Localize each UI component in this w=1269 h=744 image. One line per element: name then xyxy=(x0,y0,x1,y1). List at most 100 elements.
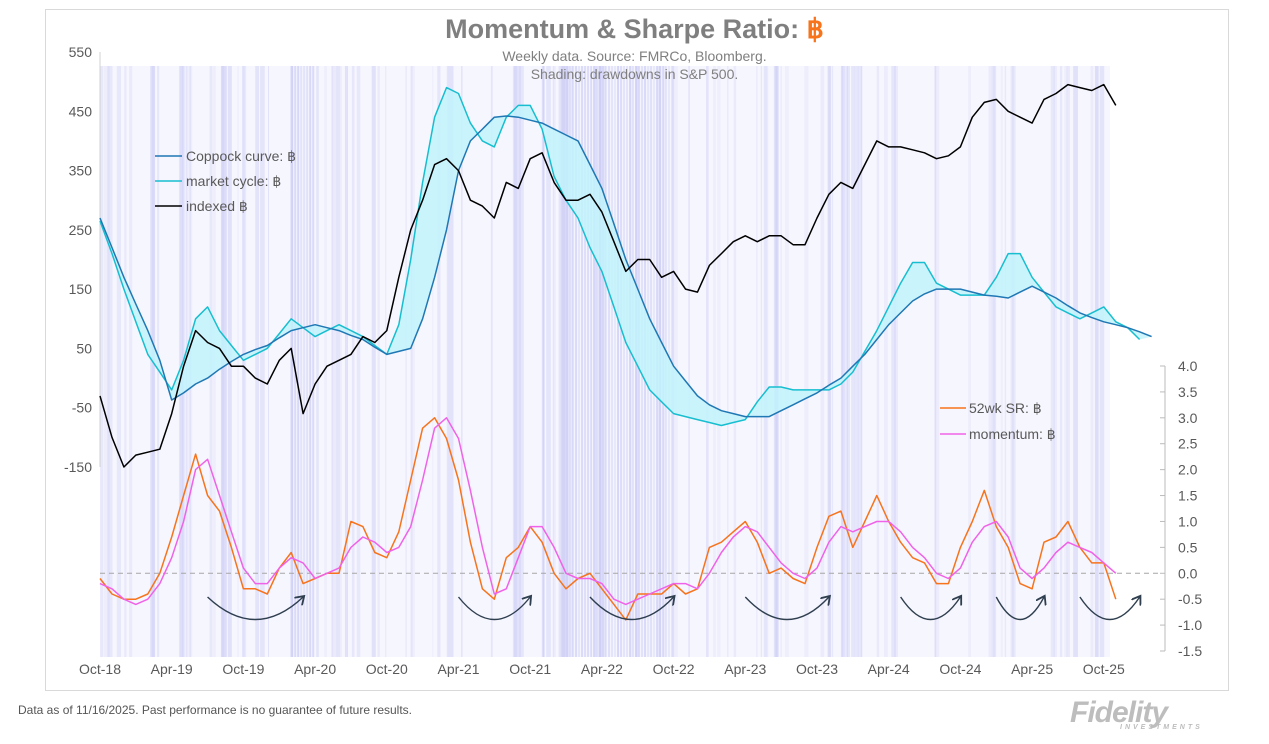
drawdown-shading xyxy=(324,66,327,657)
drawdown-shading xyxy=(828,66,831,657)
drawdown-shading xyxy=(129,66,133,657)
drawdown-shading xyxy=(410,66,413,657)
drawdown-shading xyxy=(727,66,729,657)
drawdown-shading xyxy=(512,66,516,657)
drawdown-shading xyxy=(831,66,834,657)
drawdown-shading xyxy=(773,66,779,657)
drawdown-shading xyxy=(543,66,545,657)
cycle-arrow xyxy=(457,597,531,621)
drawdown-shading xyxy=(316,66,319,657)
x-axis-tick-label: Apr-19 xyxy=(151,661,193,677)
x-axis-tick-label: Apr-25 xyxy=(1011,661,1053,677)
coppock-line xyxy=(99,115,1152,418)
x-axis-tick-label: Oct-24 xyxy=(939,661,981,677)
drawdown-shading xyxy=(599,66,603,657)
drawdown-shading xyxy=(385,66,387,657)
drawdown-shading xyxy=(107,66,110,657)
drawdown-shading xyxy=(599,66,602,657)
drawdown-shading xyxy=(337,66,342,657)
fidelity-logo: Fidelity INVESTMENTS xyxy=(1070,696,1203,731)
drawdown-shading xyxy=(590,66,593,657)
drawdown-shading xyxy=(717,66,721,657)
cycle-arrow xyxy=(1079,597,1140,621)
drawdown-shading xyxy=(309,66,312,657)
drawdown-shading xyxy=(108,66,113,657)
drawdown-shading xyxy=(552,66,556,657)
drawdown-shading xyxy=(934,66,937,657)
cycle-arrow xyxy=(207,597,304,621)
x-axis-tick-label: Oct-19 xyxy=(222,661,264,677)
drawdown-shading xyxy=(756,66,758,657)
drawdown-shading xyxy=(760,66,763,657)
sr-line xyxy=(99,417,1117,621)
drawdown-shading xyxy=(572,66,575,657)
drawdown-shading xyxy=(934,66,937,657)
drawdown-shading xyxy=(705,66,709,657)
drawdown-shading xyxy=(846,66,851,657)
drawdown-shading xyxy=(594,66,597,657)
drawdown-shading xyxy=(629,66,632,657)
drawdown-shading xyxy=(437,66,441,657)
right-axis-tick-label: -1.5 xyxy=(1178,643,1202,659)
x-axis-tick-label: Apr-23 xyxy=(724,661,766,677)
drawdown-shading xyxy=(1004,66,1007,657)
drawdown-shading xyxy=(620,66,623,657)
drawdown-shading xyxy=(541,66,545,657)
drawdown-shading xyxy=(260,66,265,657)
right-axis-tick-label: 0.0 xyxy=(1178,565,1198,581)
drawdown-shading xyxy=(306,66,309,657)
drawdown-shading xyxy=(584,66,587,657)
left-axis-tick-label: 50 xyxy=(76,340,92,356)
drawdown-shading xyxy=(377,66,380,657)
right-axis-tick-label: 0.5 xyxy=(1178,539,1198,555)
legend-label: momentum: ฿ xyxy=(969,426,1056,442)
drawdown-shading xyxy=(590,66,593,657)
drawdown-shading xyxy=(371,66,376,657)
x-axis-tick-label: Apr-21 xyxy=(437,661,479,677)
drawdown-shading xyxy=(1059,66,1063,657)
drawdown-shading xyxy=(581,66,584,657)
footer-disclaimer: Data as of 11/16/2025. Past performance … xyxy=(18,703,413,717)
right-axis-tick-label: 3.5 xyxy=(1178,384,1198,400)
drawdown-shading xyxy=(827,66,831,657)
drawdown-shading xyxy=(560,66,566,657)
drawdown-shading xyxy=(448,66,454,657)
right-axis-tick-label: 1.5 xyxy=(1178,488,1198,504)
drawdown-shading xyxy=(519,66,524,657)
drawdown-shading xyxy=(632,66,635,657)
drawdown-shading xyxy=(763,66,769,657)
drawdown-shading xyxy=(461,66,463,657)
drawdown-shading xyxy=(596,66,599,657)
drawdown-shading xyxy=(490,66,493,657)
drawdown-shading xyxy=(103,66,108,657)
drawdown-shading xyxy=(764,66,768,657)
drawdown-shading xyxy=(297,66,300,657)
drawdown-shading xyxy=(558,66,564,657)
drawdown-shading xyxy=(100,66,104,657)
drawdown-shading xyxy=(446,66,449,657)
right-axis-tick-label: 2.0 xyxy=(1178,462,1198,478)
drawdown-shading xyxy=(562,66,566,657)
drawdown-shading xyxy=(1095,66,1100,657)
right-axis-tick-label: 3.0 xyxy=(1178,410,1198,426)
x-axis-tick-label: Apr-20 xyxy=(294,661,336,677)
drawdown-shading xyxy=(578,66,581,657)
left-axis-tick-label: 150 xyxy=(69,281,93,297)
drawdown-shading xyxy=(602,66,605,657)
drawdown-shading xyxy=(672,66,675,657)
drawdown-shading xyxy=(569,66,572,657)
drawdown-shading xyxy=(514,66,519,657)
drawdown-shading xyxy=(840,66,843,657)
drawdown-shading xyxy=(552,66,554,657)
drawdown-shading xyxy=(291,66,294,657)
momentum-line xyxy=(99,417,1117,606)
drawdown-shading xyxy=(601,66,606,657)
cycle-arrow xyxy=(900,597,961,621)
drawdown-shading xyxy=(780,66,782,657)
drawdown-shading xyxy=(567,66,570,657)
drawdown-shading xyxy=(346,66,349,657)
drawdown-shading xyxy=(116,66,121,657)
drawdown-shading xyxy=(237,66,239,657)
drawdown-shading xyxy=(785,66,789,657)
